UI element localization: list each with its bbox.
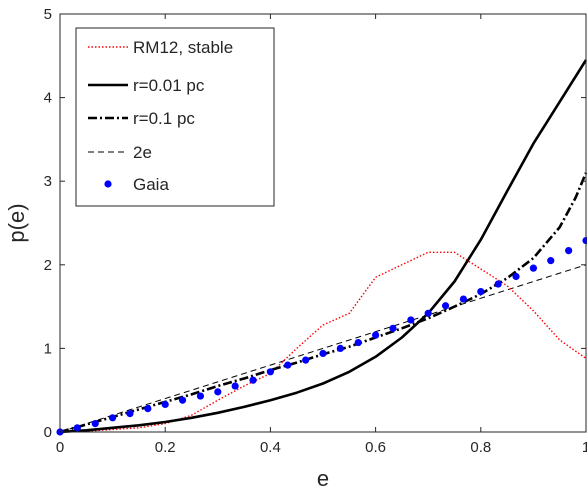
data-point-gaia [407, 316, 415, 324]
data-point-gaia [266, 368, 274, 376]
x-tick-label: 0 [56, 439, 64, 456]
data-point-gaia [144, 404, 152, 413]
data-point-gaia [336, 344, 344, 352]
data-point-gaia [372, 331, 380, 339]
y-tick-label: 3 [44, 173, 52, 190]
series-line-r-0-01-pc [59, 59, 587, 434]
x-tick-label: 0.2 [155, 439, 176, 456]
x-tick-label: 0.8 [470, 439, 491, 456]
series-line-rm12-stable [59, 251, 587, 433]
data-point-gaia [477, 287, 485, 296]
ticks-layer: 0 0.2 0.4 0.6 0.8 1 0 1 2 3 4 5 [44, 6, 587, 456]
y-tick-label: 4 [44, 90, 52, 107]
data-point-gaia [196, 392, 205, 400]
y-tick-label: 0 [44, 424, 52, 441]
y-tick-label: 1 [44, 340, 52, 357]
series-gaia [56, 236, 587, 436]
data-point-gaia [565, 246, 573, 255]
data-point-gaia [178, 396, 187, 404]
data-point-gaia [354, 338, 362, 347]
data-point-gaia [126, 410, 134, 418]
data-point-gaia [319, 349, 327, 358]
series-line-2e [59, 264, 587, 433]
legend-label-rm12: RM12, stable [133, 38, 233, 57]
data-point-gaia [441, 302, 450, 310]
data-point-gaia [389, 324, 397, 332]
data-point-gaia [214, 388, 222, 396]
x-axis-label: e [317, 466, 329, 491]
data-point-gaia [161, 400, 169, 409]
data-point-gaia [109, 414, 117, 422]
data-point-gaia [284, 361, 292, 369]
data-point-gaia [302, 356, 310, 364]
legend-marker-gaia [104, 180, 112, 188]
y-axis-label: p(e) [4, 203, 29, 242]
y-tick-label: 5 [44, 6, 52, 23]
legend-label-2e: 2e [133, 143, 152, 162]
data-point-gaia [231, 382, 239, 390]
legend: RM12, stable r=0.01 pc r=0.1 pc 2e Gaia [75, 27, 275, 207]
y-tick-label: 2 [44, 257, 52, 274]
data-point-gaia [73, 424, 81, 432]
x-tick-label: 0.6 [365, 439, 386, 456]
data-point-gaia [459, 295, 468, 303]
axes-box [59, 13, 587, 433]
series-layer [56, 59, 587, 436]
x-tick-label: 0.4 [260, 439, 281, 456]
data-point-gaia [529, 264, 538, 272]
data-point-gaia [512, 272, 520, 281]
legend-label-r001: r=0.01 pc [133, 76, 205, 95]
legend-label-r01: r=0.1 pc [133, 109, 195, 128]
legend-label-gaia: Gaia [133, 175, 169, 194]
data-point-gaia [424, 309, 432, 317]
x-tick-label: 1 [582, 439, 587, 456]
data-point-gaia [249, 376, 257, 384]
data-point-gaia [91, 420, 99, 428]
data-point-gaia [547, 257, 555, 265]
data-point-gaia [494, 280, 502, 288]
